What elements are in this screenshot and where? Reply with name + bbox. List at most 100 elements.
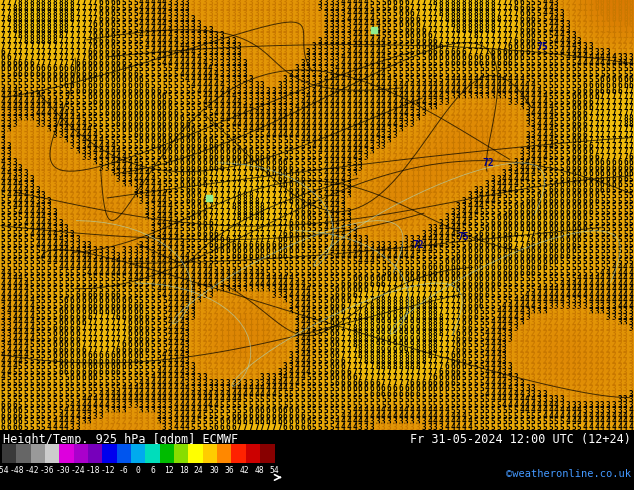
Text: 5: 5: [98, 285, 103, 294]
Text: 1: 1: [479, 142, 484, 150]
Text: 4: 4: [381, 120, 385, 128]
Text: 4: 4: [491, 324, 495, 333]
Text: 3: 3: [133, 246, 138, 255]
Text: 3: 3: [566, 9, 570, 18]
Text: 5: 5: [288, 269, 294, 277]
Text: 8: 8: [41, 31, 46, 40]
Text: 5: 5: [536, 269, 541, 277]
Text: 4: 4: [473, 197, 478, 206]
Text: 7: 7: [456, 302, 460, 311]
Text: 9: 9: [375, 324, 380, 333]
Text: 4: 4: [1, 169, 5, 178]
Text: 5: 5: [53, 412, 57, 421]
Text: 4: 4: [536, 285, 541, 294]
Text: 5: 5: [600, 65, 605, 74]
Text: 4: 4: [156, 53, 161, 62]
Bar: [188, 444, 203, 463]
Text: 3: 3: [612, 406, 616, 416]
Text: 4: 4: [536, 92, 541, 101]
Text: 5: 5: [295, 390, 299, 399]
Text: 5: 5: [318, 307, 322, 316]
Text: 7: 7: [6, 20, 11, 29]
Text: 3: 3: [150, 219, 155, 228]
Text: 2: 2: [577, 335, 581, 343]
Text: 3: 3: [312, 81, 316, 90]
Text: 4: 4: [105, 263, 109, 272]
Text: 5: 5: [444, 395, 449, 404]
Text: 6: 6: [81, 81, 86, 90]
Text: 4: 4: [179, 368, 184, 377]
Text: 2: 2: [571, 335, 576, 343]
Text: 5: 5: [53, 291, 57, 299]
Text: 3: 3: [301, 53, 305, 62]
Text: 1: 1: [410, 186, 415, 195]
Text: 5: 5: [496, 406, 501, 416]
Text: 3: 3: [98, 158, 103, 167]
Text: 4: 4: [600, 412, 605, 421]
Text: 6: 6: [185, 120, 190, 128]
Text: 7: 7: [600, 131, 605, 140]
Text: 6: 6: [133, 70, 138, 79]
Text: 6: 6: [433, 42, 437, 51]
Text: 4: 4: [179, 274, 184, 283]
Text: 4: 4: [18, 280, 22, 289]
Text: 5: 5: [283, 136, 288, 145]
Text: 6: 6: [485, 257, 489, 267]
Text: 5: 5: [277, 142, 282, 150]
Text: 7: 7: [456, 37, 460, 46]
Text: 5: 5: [548, 180, 553, 189]
Text: 2: 2: [456, 109, 460, 118]
Text: 4: 4: [370, 15, 374, 24]
Text: 2: 2: [277, 335, 282, 343]
Text: 5: 5: [29, 379, 34, 388]
Text: 9: 9: [387, 335, 391, 343]
Text: 5: 5: [312, 147, 316, 156]
Text: 5: 5: [35, 362, 40, 371]
Text: 4: 4: [139, 274, 143, 283]
Text: 1: 1: [231, 335, 236, 343]
Text: 5: 5: [536, 15, 541, 24]
Text: 4: 4: [571, 285, 576, 294]
Text: 5: 5: [214, 417, 219, 426]
Text: 5: 5: [53, 406, 57, 416]
Text: 4: 4: [174, 274, 178, 283]
Text: 4: 4: [536, 87, 541, 96]
Text: 6: 6: [295, 208, 299, 217]
Text: 2: 2: [496, 153, 501, 162]
Text: 5: 5: [536, 186, 541, 195]
Text: 2: 2: [398, 147, 403, 156]
Text: 4: 4: [502, 302, 507, 311]
Text: 4: 4: [18, 274, 22, 283]
Text: 4: 4: [18, 291, 22, 299]
Text: 8: 8: [439, 318, 443, 327]
Text: 9: 9: [392, 335, 397, 343]
Text: 8: 8: [462, 20, 466, 29]
Text: 6: 6: [358, 384, 363, 393]
Text: 4: 4: [612, 53, 616, 62]
Text: 6: 6: [64, 340, 68, 349]
Text: 8: 8: [53, 0, 57, 7]
Text: 5: 5: [427, 401, 432, 410]
Text: 4: 4: [295, 103, 299, 112]
Text: 5: 5: [306, 224, 311, 233]
Text: 3: 3: [301, 26, 305, 35]
Text: 5: 5: [312, 373, 316, 382]
Text: 3: 3: [318, 75, 322, 84]
Text: 2: 2: [64, 175, 68, 184]
Text: 6: 6: [179, 147, 184, 156]
Text: 6: 6: [225, 142, 230, 150]
Text: 5: 5: [306, 280, 311, 289]
Text: 3: 3: [260, 9, 264, 18]
Text: 3: 3: [277, 70, 282, 79]
Text: 3: 3: [47, 191, 51, 200]
Text: 7: 7: [502, 42, 507, 51]
Text: 7: 7: [623, 87, 628, 96]
Text: 6: 6: [58, 65, 63, 74]
Text: 4: 4: [271, 120, 276, 128]
Text: 6: 6: [116, 291, 120, 299]
Text: 3: 3: [370, 158, 374, 167]
Text: 5: 5: [6, 213, 11, 222]
Text: 4: 4: [571, 412, 576, 421]
Text: 2: 2: [444, 186, 449, 195]
Text: 5: 5: [29, 81, 34, 90]
